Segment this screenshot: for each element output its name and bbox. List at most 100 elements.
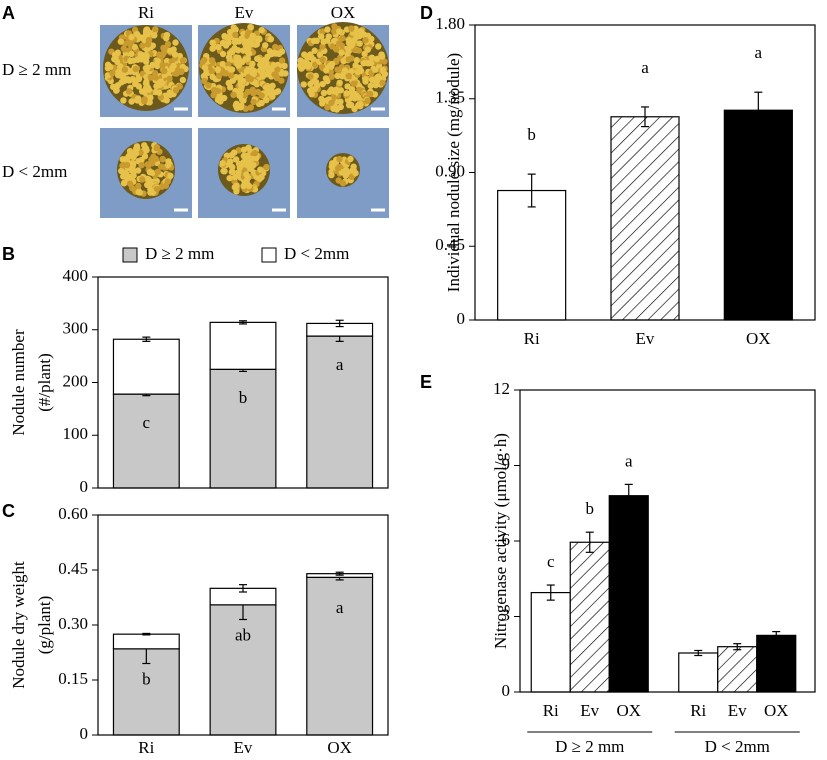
nodule <box>253 55 261 62</box>
nodule <box>163 35 170 42</box>
nodule <box>379 79 386 87</box>
significance-letter: b <box>142 670 151 689</box>
x-tick-label: OX <box>764 701 789 720</box>
nodule <box>138 56 145 63</box>
nodule <box>256 175 263 182</box>
nodule <box>215 72 223 80</box>
nodule <box>357 27 365 35</box>
bar <box>497 189 567 321</box>
nodule <box>232 102 240 109</box>
nodule <box>232 26 239 33</box>
x-tick-label: Ri <box>138 738 154 757</box>
bar <box>569 541 610 693</box>
nodule <box>263 63 271 70</box>
nodule <box>371 66 379 73</box>
nodule <box>349 40 356 47</box>
row-label: D ≥ 2 mm <box>2 60 71 79</box>
nodule <box>347 155 354 163</box>
nodule <box>133 30 141 38</box>
bar-segment <box>112 393 180 489</box>
y-tick-label: 0.15 <box>58 669 88 688</box>
nodule <box>348 25 355 32</box>
nodule <box>147 74 154 81</box>
nodule <box>221 32 228 40</box>
y-tick-label: 0.90 <box>435 161 465 180</box>
nodule <box>244 44 252 52</box>
nodule <box>337 98 344 105</box>
x-tick-label: Ev <box>580 701 599 720</box>
nodule <box>310 37 318 45</box>
nodule <box>240 182 247 190</box>
significance-letter: b <box>586 499 595 518</box>
nodule <box>311 85 319 93</box>
nodule <box>336 28 343 35</box>
panel-label: D <box>420 3 433 23</box>
nodule <box>368 54 375 61</box>
nodule <box>319 80 326 88</box>
nodule <box>135 182 142 190</box>
nodule <box>222 70 230 77</box>
nodule <box>228 151 235 159</box>
nodule <box>166 75 173 83</box>
nodule <box>272 43 279 51</box>
nodule <box>135 95 142 102</box>
nodule <box>233 182 240 189</box>
nodule <box>235 38 243 45</box>
significance-letter: a <box>336 598 344 617</box>
nodule <box>245 75 253 83</box>
nodule <box>349 89 356 96</box>
nodule <box>318 63 326 70</box>
nodule <box>352 169 359 177</box>
nodule <box>334 72 341 80</box>
nodule <box>128 174 135 181</box>
bar <box>717 646 758 693</box>
y-tick-label: 400 <box>63 266 89 285</box>
nodule <box>271 49 278 56</box>
nodule <box>243 177 250 184</box>
nodule <box>219 60 226 68</box>
nodule <box>208 57 216 64</box>
nodule <box>328 73 335 80</box>
y-tick-label: 9 <box>502 454 511 473</box>
nodule <box>328 171 335 179</box>
nodule <box>128 98 135 105</box>
nodule <box>120 97 127 104</box>
y-tick-label: 0 <box>457 309 466 328</box>
nodule <box>219 50 227 58</box>
nodule <box>164 178 171 185</box>
nodule <box>328 99 335 106</box>
column-label: Ri <box>138 3 154 22</box>
panel-label: E <box>420 372 432 392</box>
nodule <box>147 189 154 196</box>
nodule <box>307 80 314 88</box>
nodule <box>331 23 338 30</box>
nodule <box>147 94 154 101</box>
nodule <box>121 77 128 84</box>
x-tick-label: Ev <box>234 738 253 757</box>
nodule <box>362 76 369 83</box>
nodule <box>118 167 125 175</box>
nodule <box>243 152 251 160</box>
nodule <box>367 59 375 67</box>
nodule <box>219 159 226 167</box>
nodule <box>356 40 363 47</box>
significance-letter: a <box>641 58 649 77</box>
nodule <box>245 182 253 190</box>
nodule <box>235 62 242 69</box>
nodule <box>345 47 353 54</box>
nodule <box>112 85 120 92</box>
nodule <box>244 88 251 96</box>
nodule <box>126 180 134 187</box>
nodule <box>155 51 163 58</box>
y-tick-label: 0.45 <box>435 235 465 254</box>
column-label: OX <box>331 3 356 22</box>
x-tick-label: OX <box>327 738 352 757</box>
nodule <box>361 32 369 39</box>
panel-label: A <box>2 3 15 23</box>
nodule <box>332 86 340 93</box>
nodule <box>125 88 133 95</box>
x-tick-label: Ri <box>690 701 706 720</box>
nodule <box>209 73 216 81</box>
nodule <box>350 80 357 87</box>
y-tick-label: 200 <box>63 371 89 390</box>
